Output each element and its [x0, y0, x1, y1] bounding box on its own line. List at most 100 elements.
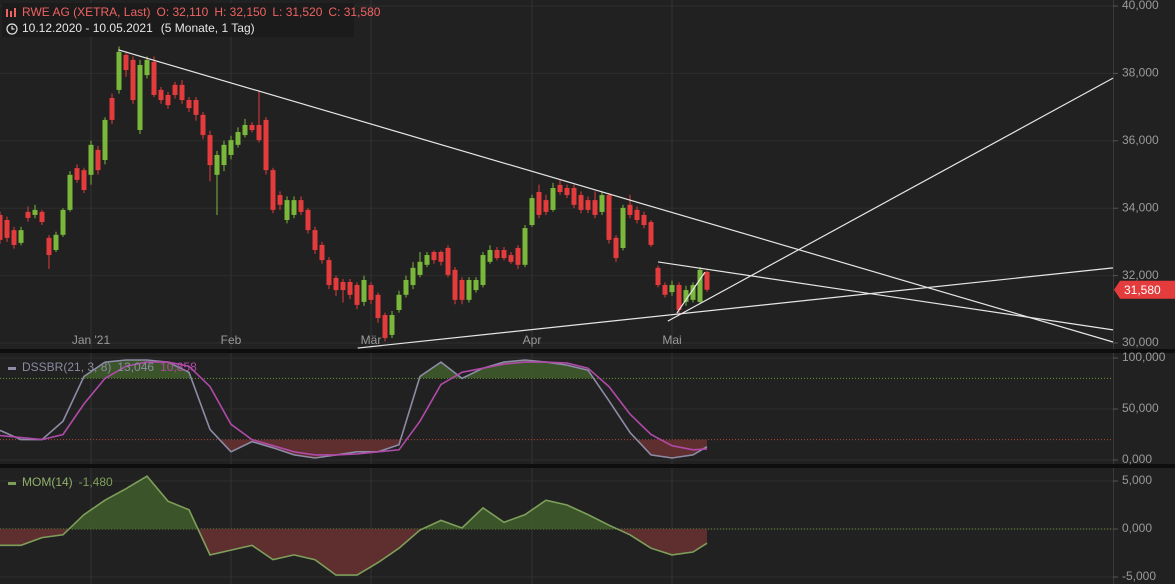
candle-body: [676, 285, 682, 310]
candle-body: [473, 279, 479, 291]
y-tick-label: -5,000: [1122, 569, 1156, 583]
candle-body: [123, 54, 129, 71]
candle-body: [634, 209, 640, 220]
candle-body: [529, 198, 535, 226]
candle-body: [522, 228, 528, 265]
candle-body: [627, 204, 633, 215]
candle-body: [536, 192, 542, 215]
header-line: RWE AG (XETRA, Last) O: 32,110 H: 32,150 L:…: [22, 5, 381, 19]
candle-body: [368, 285, 374, 300]
indicator-line: [0, 359, 708, 459]
logo-bar: [14, 8, 16, 17]
candle-body: [242, 124, 248, 136]
y-tick-label: 30,000: [1122, 335, 1159, 349]
candle-body: [655, 267, 661, 286]
candle-body: [4, 219, 10, 238]
candle-body: [599, 195, 605, 212]
candle-body: [424, 255, 430, 265]
x-tick-label: Apr: [523, 333, 542, 347]
x-tick-label: Jan '21: [72, 333, 111, 347]
x-tick-label: Mär: [361, 333, 382, 347]
candle-body: [193, 100, 199, 115]
candle-body: [249, 124, 255, 131]
candle-body: [32, 209, 38, 215]
candle-body: [508, 255, 514, 262]
y-tick-label: 34,000: [1122, 200, 1159, 214]
candle-body: [298, 200, 304, 212]
indicator-line: [0, 361, 708, 456]
candle-body: [515, 247, 521, 265]
candle-body: [228, 140, 234, 155]
candle-body: [333, 277, 339, 291]
candle-body: [438, 252, 444, 262]
candle-body: [417, 261, 423, 275]
candle-body: [361, 279, 367, 302]
candle-body: [67, 174, 73, 210]
candle-body: [487, 249, 493, 262]
x-tick-label: Mai: [662, 333, 681, 347]
y-tick-label: 38,000: [1122, 66, 1159, 80]
candle-body: [165, 94, 171, 106]
trendline: [657, 261, 1114, 331]
ohlc-label: O: 32,110: [156, 5, 208, 19]
y-tick-label: 36,000: [1122, 133, 1159, 147]
candle-body: [102, 119, 108, 161]
candle-body: [235, 132, 241, 145]
candle-body: [466, 279, 472, 300]
candle-body: [179, 84, 185, 101]
candle-body: [403, 279, 409, 295]
candle-body: [207, 135, 213, 166]
period-line: 10.12.2020 - 10.05.2021 (5 Monate, 1 Tag): [22, 21, 255, 35]
ohlc-label: C: 31,580: [328, 5, 380, 19]
indicator-fill: [0, 529, 707, 576]
candle-body: [690, 285, 696, 300]
candle-body: [25, 211, 31, 218]
candle-body: [284, 200, 290, 220]
candle-body: [186, 100, 192, 109]
plot-layer: Jan '21 Feb Mär Apr Mai: [0, 46, 1114, 576]
candle-body: [221, 144, 227, 166]
candle-body: [571, 187, 577, 205]
candle-body: [606, 195, 612, 240]
candle-body: [641, 214, 647, 226]
candle-body: [109, 98, 115, 120]
ohlc-label: H: 32,150: [214, 5, 266, 19]
x-tick-label: Feb: [221, 333, 242, 347]
logo: [6, 8, 16, 17]
candle-body: [431, 252, 437, 261]
panel-separator: [0, 349, 1175, 353]
candle-body: [501, 249, 507, 259]
candle-body: [662, 285, 668, 295]
candle-body: [270, 170, 276, 210]
candle-body: [74, 168, 80, 180]
candle-body: [60, 209, 66, 235]
candle-body: [550, 187, 556, 210]
candle-body: [95, 149, 101, 171]
candle-body: [137, 64, 143, 131]
candle-body: [81, 170, 87, 191]
candle-body: [88, 144, 94, 175]
candle-body: [620, 207, 626, 248]
header: RWE AG (XETRA, Last) O: 32,110 H: 32,150 L:…: [2, 3, 381, 37]
candle-body: [354, 285, 360, 305]
logo-bar: [10, 11, 12, 17]
trendline: [667, 77, 1114, 322]
candle-body: [480, 255, 486, 286]
candle-body: [326, 260, 332, 286]
indicator-fill: [0, 476, 707, 529]
candle-body: [396, 294, 402, 310]
candle-body: [214, 154, 220, 175]
candle-body: [11, 230, 17, 245]
indicator-value: 13,046: [117, 360, 154, 374]
period-note: (5 Monate, 1 Tag): [161, 21, 255, 35]
indicator-fill: [0, 360, 707, 379]
indicator-value: -1,480: [79, 475, 113, 489]
candle-body: [375, 294, 381, 319]
candle-body: [543, 200, 549, 212]
candle-body: [291, 200, 297, 215]
panel-separator: [0, 464, 1175, 468]
indicator-title: DSSBR(21, 3, 8): [22, 360, 111, 374]
y-tick-label: 100,000: [1122, 350, 1166, 364]
y-tick-label: 0,000: [1122, 452, 1152, 466]
